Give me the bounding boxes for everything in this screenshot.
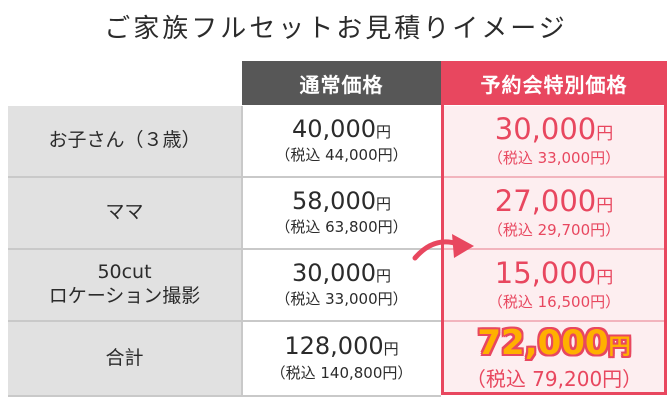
- regular-total-cell: 128,000円 （税込 140,800円）: [242, 322, 441, 395]
- special-tax-included: （税込 29,700円）: [487, 220, 621, 239]
- row-label-text: 50cut: [97, 261, 152, 284]
- special-total-cell: 72,000円 （税込 79,200円）: [441, 322, 667, 395]
- row-divider: [441, 176, 667, 178]
- special-price-cell: 30,000円 （税込 33,000円）: [441, 106, 667, 176]
- row-label-location-shoot: 50cut ロケーション撮影: [8, 250, 241, 320]
- row-label-child: お子さん（３歳）: [8, 106, 241, 176]
- header-regular-price: 通常価格: [242, 61, 441, 105]
- regular-price: 40,000円: [292, 114, 391, 143]
- row-label-text: お子さん（３歳）: [48, 129, 201, 152]
- special-price: 30,000円: [494, 111, 614, 146]
- special-total-price: 72,000円: [477, 322, 631, 363]
- row-divider: [8, 395, 441, 397]
- regular-price-cell: 30,000円 （税込 33,000円）: [242, 250, 441, 320]
- header-special-price: 予約会特別価格: [441, 61, 667, 105]
- row-label-text: 合計: [105, 346, 144, 369]
- regular-total-price: 128,000円: [284, 332, 399, 361]
- special-price-cell: 27,000円 （税込 29,700円）: [441, 178, 667, 248]
- regular-tax-included: （税込 33,000円）: [275, 290, 408, 309]
- regular-tax-included: （税込 63,800円）: [275, 218, 408, 237]
- regular-price-cell: 40,000円 （税込 44,000円）: [242, 106, 441, 176]
- row-divider: [8, 248, 441, 250]
- special-total-tax-included: （税込 79,200円）: [465, 366, 643, 391]
- regular-price: 30,000円: [292, 258, 391, 287]
- special-price: 27,000円: [494, 183, 614, 218]
- regular-price: 58,000円: [292, 186, 391, 215]
- row-divider: [8, 320, 441, 322]
- regular-total-tax-included: （税込 140,800円）: [270, 363, 413, 382]
- row-divider: [8, 176, 441, 178]
- row-divider: [441, 248, 667, 250]
- row-divider: [441, 320, 667, 322]
- special-price-cell: 15,000円 （税込 16,500円）: [441, 250, 667, 320]
- arrow-right-curved-icon: [412, 234, 474, 261]
- regular-price-cell: 58,000円 （税込 63,800円）: [242, 178, 441, 248]
- row-label-mama: ママ: [8, 178, 241, 248]
- row-label-text: ロケーション撮影: [48, 285, 201, 307]
- row-label-text: ママ: [105, 201, 144, 224]
- special-price: 15,000円: [494, 255, 614, 290]
- regular-tax-included: （税込 44,000円）: [275, 146, 408, 165]
- page-title: ご家族フルセットお見積りイメージ: [104, 14, 568, 44]
- column-divider: [241, 106, 243, 395]
- row-label-total: 合計: [8, 322, 241, 395]
- special-tax-included: （税込 16,500円）: [487, 292, 621, 311]
- special-tax-included: （税込 33,000円）: [487, 148, 621, 167]
